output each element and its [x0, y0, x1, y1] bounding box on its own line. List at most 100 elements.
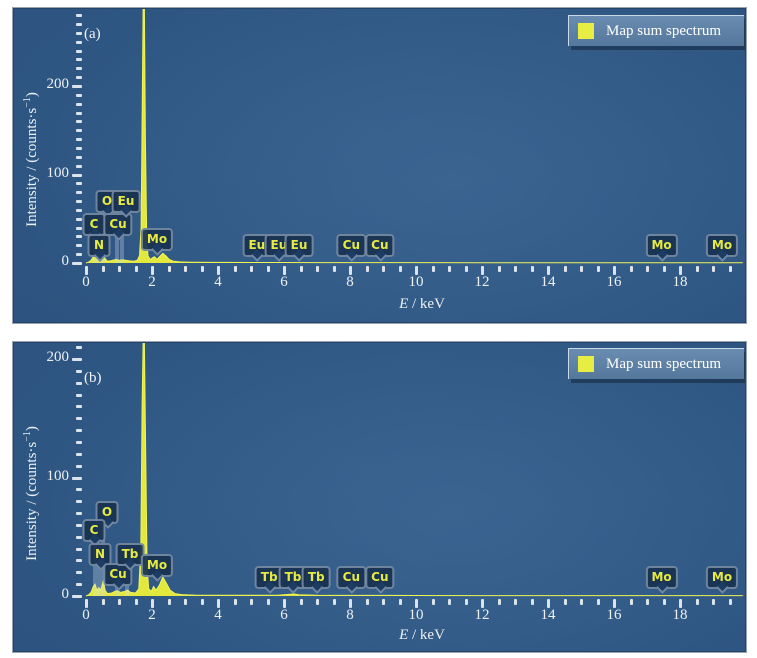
x-axis-tick: [613, 599, 616, 608]
x-axis-tick: [662, 266, 666, 272]
x-axis-tick: [448, 599, 451, 605]
x-axis-tick-label: 2: [148, 274, 156, 290]
y-axis-tick: [72, 173, 82, 177]
x-axis-tick: [184, 599, 187, 605]
peak-label-pin-Cu: Cu: [336, 566, 366, 594]
x-axis-tick: [167, 599, 171, 605]
peak-label-stem: [114, 233, 119, 263]
peak-label-pin-Eu: Eu: [111, 190, 141, 218]
y-axis-tick: [76, 164, 82, 168]
x-axis-tick: [629, 599, 633, 605]
x-axis-tick: [151, 599, 154, 608]
legend: Map sum spectrum: [568, 348, 744, 379]
x-axis-tick: [530, 599, 534, 605]
y-axis-tick: [72, 85, 82, 88]
y-axis-label-wrap: Intensity / (counts·s−1): [16, 19, 46, 299]
x-axis-tick: [563, 266, 567, 272]
y-axis-tick: [76, 235, 82, 239]
y-axis-label-wrap: Intensity / (counts·s−1): [16, 353, 46, 633]
peak-label-pin-N: N: [87, 234, 111, 262]
x-axis-tick: [101, 266, 105, 272]
x-axis-tick: [695, 266, 699, 272]
x-axis-tick: [415, 599, 418, 608]
legend-label: Map sum spectrum: [606, 355, 721, 372]
y-axis-tick: [76, 182, 82, 186]
x-axis-tick: [629, 266, 633, 272]
y-axis-tick: [76, 452, 82, 456]
legend: Map sum spectrum: [568, 15, 744, 46]
x-axis-tick: [134, 599, 138, 605]
y-axis-tick: [76, 405, 82, 409]
peak-label-pin-Cu: Cu: [365, 566, 395, 594]
x-axis-tick: [596, 599, 600, 605]
x-axis-tick-label: 12: [474, 607, 490, 623]
y-axis-tick: [76, 488, 82, 492]
y-axis-tick: [76, 49, 82, 53]
peak-label-pin-O: O: [95, 501, 119, 529]
x-axis-tick: [679, 266, 682, 275]
y-axis-tick: [72, 595, 82, 598]
x-axis-tick-label: 0: [82, 274, 90, 290]
x-axis-label: E / keV: [399, 627, 445, 643]
peak-label-pin-Eu: Eu: [284, 234, 314, 262]
x-axis-tick: [464, 599, 468, 605]
y-axis-tick: [76, 417, 82, 421]
x-axis-tick: [514, 599, 517, 605]
x-axis-tick: [217, 599, 220, 608]
x-axis-tick-label: 0: [82, 607, 90, 623]
y-axis-tick: [76, 226, 82, 230]
x-axis-tick: [250, 599, 253, 605]
x-axis-tick-label: 8: [346, 274, 354, 290]
y-axis-tick: [76, 217, 82, 221]
peak-label-pin-C: C: [82, 213, 106, 241]
x-axis-tick: [596, 266, 600, 272]
peak-label-pin-N: N: [88, 543, 112, 571]
x-axis-tick: [349, 599, 352, 608]
y-axis-tick: [76, 200, 82, 204]
x-axis-tick: [134, 266, 138, 272]
x-axis-tick: [167, 266, 171, 272]
x-axis-tick: [118, 599, 121, 605]
x-axis-tick-label: 6: [280, 607, 288, 623]
x-axis-tick: [283, 266, 286, 275]
x-axis-tick: [448, 266, 451, 272]
y-axis-tick: [76, 440, 82, 444]
y-axis-tick: [76, 500, 82, 504]
x-axis-tick: [365, 599, 369, 605]
x-axis-tick-label: 10: [408, 607, 424, 623]
x-axis-tick: [316, 599, 319, 605]
x-axis-tick: [662, 599, 666, 605]
x-axis-tick: [547, 266, 550, 275]
spectrum-curve: [85, 9, 744, 264]
legend-swatch-icon: [578, 356, 594, 372]
x-axis-tick-label: 16: [606, 274, 622, 290]
x-axis-tick-label: 18: [672, 607, 688, 623]
y-axis-tick: [76, 129, 82, 133]
y-axis-tick: [76, 155, 82, 159]
x-axis-tick-label: 4: [214, 274, 222, 290]
x-axis-tick-label: 8: [346, 607, 354, 623]
x-axis-tick: [431, 599, 435, 605]
x-axis-tick: [712, 266, 715, 272]
panel-tag: (b): [84, 370, 102, 386]
y-axis-tick: [76, 547, 82, 551]
y-axis-tick: [76, 111, 82, 115]
x-axis-tick: [250, 266, 253, 272]
panel-tag: (a): [84, 26, 101, 42]
peak-label-pin-Mo: Mo: [645, 566, 678, 594]
x-axis-tick: [332, 599, 336, 605]
y-axis-tick: [76, 535, 82, 539]
x-axis-tick: [184, 266, 187, 272]
y-axis-tick: [76, 393, 82, 397]
x-axis-tick: [398, 266, 402, 272]
x-axis-tick: [514, 266, 517, 272]
y-axis-tick-label: 200: [46, 349, 70, 365]
x-axis-tick: [481, 599, 484, 608]
y-axis-tick: [76, 14, 82, 18]
x-axis-tick: [217, 266, 220, 275]
y-axis-tick: [76, 146, 82, 150]
x-axis-tick: [200, 599, 204, 605]
peak-label-stem: [96, 563, 101, 596]
peak-label-pin-Mo: Mo: [705, 566, 739, 594]
peak-label-pin-Cu: Cu: [336, 234, 366, 262]
